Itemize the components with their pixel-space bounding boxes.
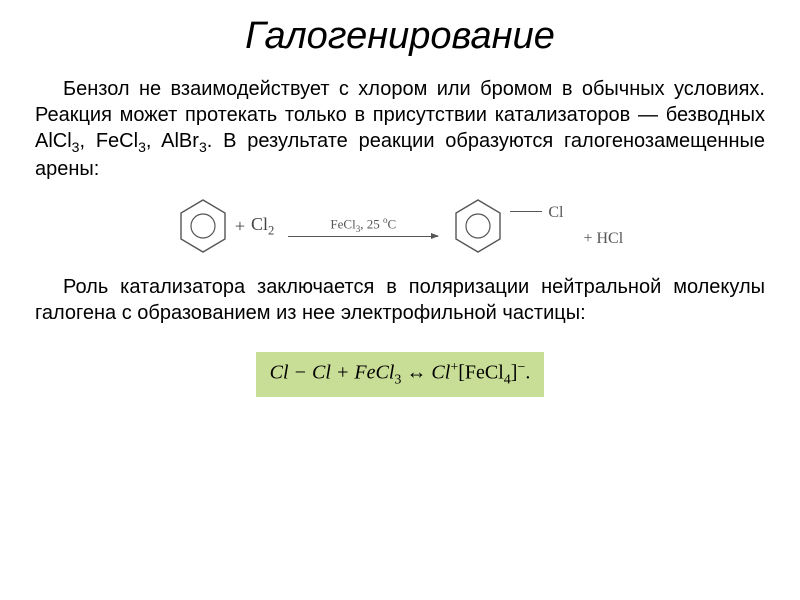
para1-seg6: . В результате реакции образуются галоге… (35, 130, 765, 180)
arrow-conditions: FeCl3, 25 oC (330, 215, 396, 234)
hcl-text: + HCl (583, 230, 623, 248)
paragraph-1: Бензол не взаимодействует с хлором или б… (35, 76, 765, 182)
cl2-base: Cl (251, 214, 268, 234)
equation-box: Cl − Cl + FeCl3 ↔ Cl+[FeCl4]−. (256, 352, 545, 397)
reaction-scheme: + Cl2 FeCl3, 25 oC Cl + HCl (35, 196, 765, 256)
page-title: Галогенирование (35, 15, 765, 58)
eq-c-sub: 4 (504, 373, 511, 388)
equation-row: Cl − Cl + FeCl3 ↔ Cl+[FeCl4]−. (35, 352, 765, 397)
eq-b: Cl (431, 362, 450, 384)
eq-e: . (525, 362, 530, 384)
bond-line-icon (510, 211, 542, 212)
hcl-product: + HCl (583, 230, 623, 248)
eq-c: [FeCl (458, 362, 504, 384)
benzene-product-icon (452, 196, 504, 256)
reaction-arrow: FeCl3, 25 oC (288, 215, 438, 237)
paragraph-2: Роль катализатора заключается в поляриза… (35, 274, 765, 326)
plus-1: + (235, 216, 245, 237)
eq-a: Cl − Cl + FeCl (270, 362, 395, 384)
arrow-line-icon (288, 236, 438, 237)
cond-seg4: C (388, 217, 397, 232)
para1-seg2: , FeCl (79, 130, 138, 152)
cond-seg2: , 25 (360, 217, 383, 232)
product-cl-label: Cl (548, 204, 563, 222)
para1-sub5: 3 (199, 139, 207, 155)
para1-seg4: , AlBr (146, 130, 199, 152)
benzene-reactant-icon (177, 196, 229, 256)
cl2-sub: 2 (268, 223, 274, 237)
cond-seg0: FeCl (330, 217, 355, 232)
para1-sub3: 3 (138, 139, 146, 155)
eq-arrow: ↔ (401, 362, 431, 384)
reagent-cl2: Cl2 (251, 214, 274, 239)
